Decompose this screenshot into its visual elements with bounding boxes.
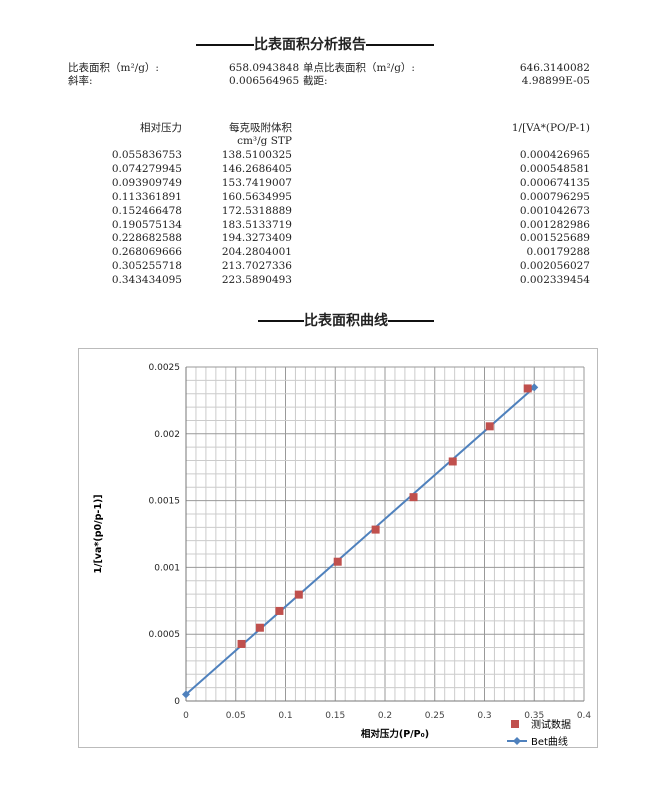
- table-cell: 0.228682588: [111, 232, 182, 245]
- slope-value: 0.006564965: [229, 75, 300, 87]
- legend-marker-test-data: [511, 720, 519, 728]
- data-point: [371, 525, 380, 534]
- bet-area-label: 比表面积（m²/g）:: [68, 62, 159, 74]
- header-pressure: 相对压力: [140, 122, 182, 134]
- chart-title: 比表面积曲线: [258, 310, 434, 330]
- data-point: [333, 557, 342, 566]
- x-tick-label: 0.3: [477, 711, 491, 721]
- y-tick-label: 0.0005: [149, 630, 181, 640]
- table-cell: 213.7027336: [221, 260, 292, 273]
- y-tick-label: 0.0025: [149, 363, 181, 373]
- x-tick-label: 0.25: [425, 711, 445, 721]
- data-point: [294, 590, 303, 599]
- table-cell: 172.5318889: [221, 204, 292, 217]
- header-bet: 1/[VA*(PO/P-1): [511, 122, 590, 134]
- data-point: [485, 422, 494, 431]
- table-cell: 0.343434095: [111, 274, 182, 287]
- bet-area-value: 658.0943848: [229, 62, 300, 74]
- table-cell: 194.3273409: [221, 232, 292, 245]
- x-tick-label: 0.1: [278, 711, 292, 721]
- x-tick-label: 0.15: [325, 711, 345, 721]
- x-tick-label: 0.4: [577, 711, 592, 721]
- table-cell: 223.5890493: [221, 274, 292, 287]
- table-cell: 138.5100325: [221, 149, 292, 161]
- table-cell: 0.000426965: [519, 149, 590, 161]
- data-point: [237, 639, 246, 648]
- single-point-value: 646.3140082: [519, 62, 590, 74]
- x-tick-label: 0.35: [524, 711, 544, 721]
- bet-line-marker: [530, 383, 539, 392]
- table-cell: 0.002339454: [519, 274, 590, 287]
- data-point: [523, 384, 532, 393]
- data-point: [448, 457, 457, 466]
- x-tick-label: 0: [183, 711, 189, 721]
- table-cell: 0.305255718: [111, 260, 182, 273]
- legend-label-bet-line: Bet曲线: [531, 735, 568, 748]
- table-cell: 0.00179288: [526, 246, 590, 259]
- table-cell: 0.268069666: [111, 246, 182, 259]
- table-cell: 0.001042673: [519, 204, 590, 217]
- y-tick-label: 0: [174, 697, 180, 707]
- data-point: [275, 606, 284, 615]
- chart-frame: 0 0.05 0.1 0.15 0.2 0.25 0.3 0.35 0.4 0 0.0005 0.00…: [78, 348, 598, 748]
- data-point: [255, 623, 264, 632]
- table-cell: 0.074279945: [111, 162, 182, 175]
- y-axis-label: 1/[va*(p0/p-1)]: [93, 494, 104, 573]
- intercept-label: 截距:: [303, 75, 328, 87]
- table-cell: 160.5634995: [221, 190, 292, 203]
- y-tick-label: 0.0015: [149, 497, 181, 507]
- intercept-value: 4.98899E-05: [521, 75, 590, 87]
- report-title: 比表面积分析报告: [196, 34, 434, 54]
- y-tick-label: 0.001: [154, 563, 180, 573]
- legend-diamond: [513, 737, 521, 745]
- header-unit: cm³/g STP: [237, 135, 292, 147]
- table-cell: 204.2804001: [221, 246, 292, 259]
- table-cell: 0.000674135: [519, 176, 590, 189]
- x-axis-label: 相对压力(P/P₀): [361, 728, 429, 740]
- legend-label-test-data: 测试数据: [531, 718, 571, 731]
- table-cell: 0.002056027: [519, 260, 590, 273]
- table-cell: 0.000796295: [519, 190, 590, 203]
- table-cell: 153.7419007: [221, 176, 292, 189]
- header-volume: 每克吸附体积: [229, 122, 292, 134]
- table-cell: 0.055836753: [111, 149, 182, 161]
- table-cell: 183.5133719: [221, 218, 292, 231]
- table-cell: 146.2686405: [221, 162, 292, 175]
- table-cell: 0.152466478: [111, 204, 182, 217]
- bet-line-marker: [182, 690, 190, 699]
- x-tick-label: 0.05: [226, 711, 246, 721]
- table-cell: 0.093909749: [111, 176, 182, 189]
- table-cell: 0.001525689: [519, 232, 590, 245]
- single-point-label: 单点比表面积（m²/g）:: [303, 62, 415, 74]
- x-tick-label: 0.2: [378, 711, 392, 721]
- table-cell: 0.190575134: [111, 218, 182, 231]
- table-cell: 0.001282986: [519, 218, 590, 231]
- table-cell: 0.113361891: [111, 190, 182, 203]
- slope-label: 斜率:: [68, 75, 93, 87]
- y-tick-label: 0.002: [154, 430, 180, 440]
- bet-chart: 0 0.05 0.1 0.15 0.2 0.25 0.3 0.35 0.4 0 0.0005 0.00…: [93, 363, 592, 748]
- table-cell: 0.000548581: [519, 162, 590, 175]
- data-point: [409, 493, 418, 502]
